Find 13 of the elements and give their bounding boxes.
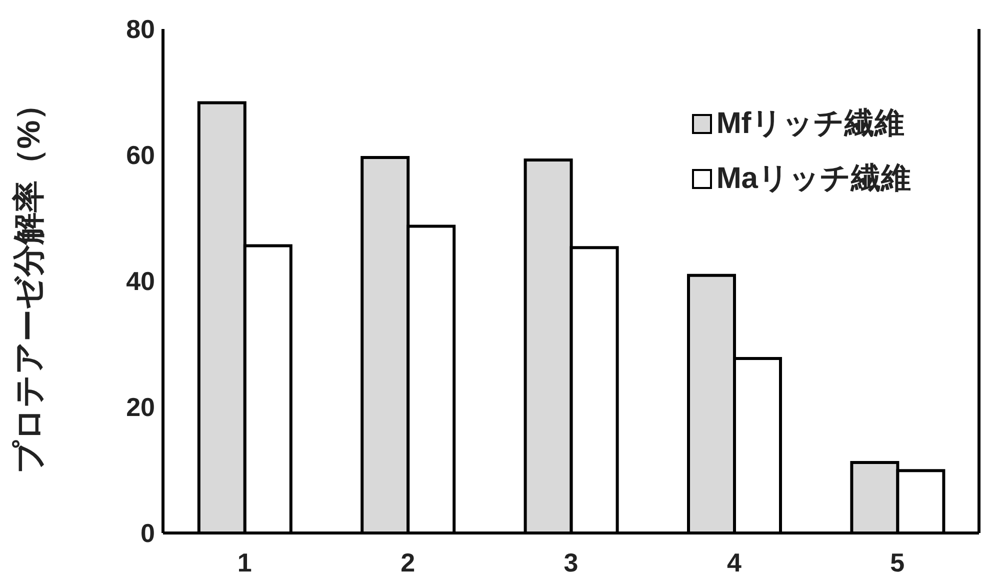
x-tick-label: 3: [564, 547, 578, 578]
y-tick-label: 60: [126, 140, 155, 170]
x-tick-label: 5: [890, 547, 905, 578]
legend-label: Maリッチ繊維: [716, 161, 911, 197]
y-tick-label: 20: [126, 392, 155, 422]
y-tick-label: 40: [126, 266, 155, 296]
y-axis-title: プロテアーゼ分解率（%）: [10, 88, 46, 474]
y-tick-label: 80: [126, 14, 155, 44]
x-tick-label: 2: [400, 547, 416, 578]
legend-label: Mfリッチ繊維: [716, 106, 904, 142]
x-tick-label: 4: [726, 547, 742, 578]
x-tick-label: 1: [237, 547, 252, 578]
y-tick-label: 0: [140, 518, 155, 548]
